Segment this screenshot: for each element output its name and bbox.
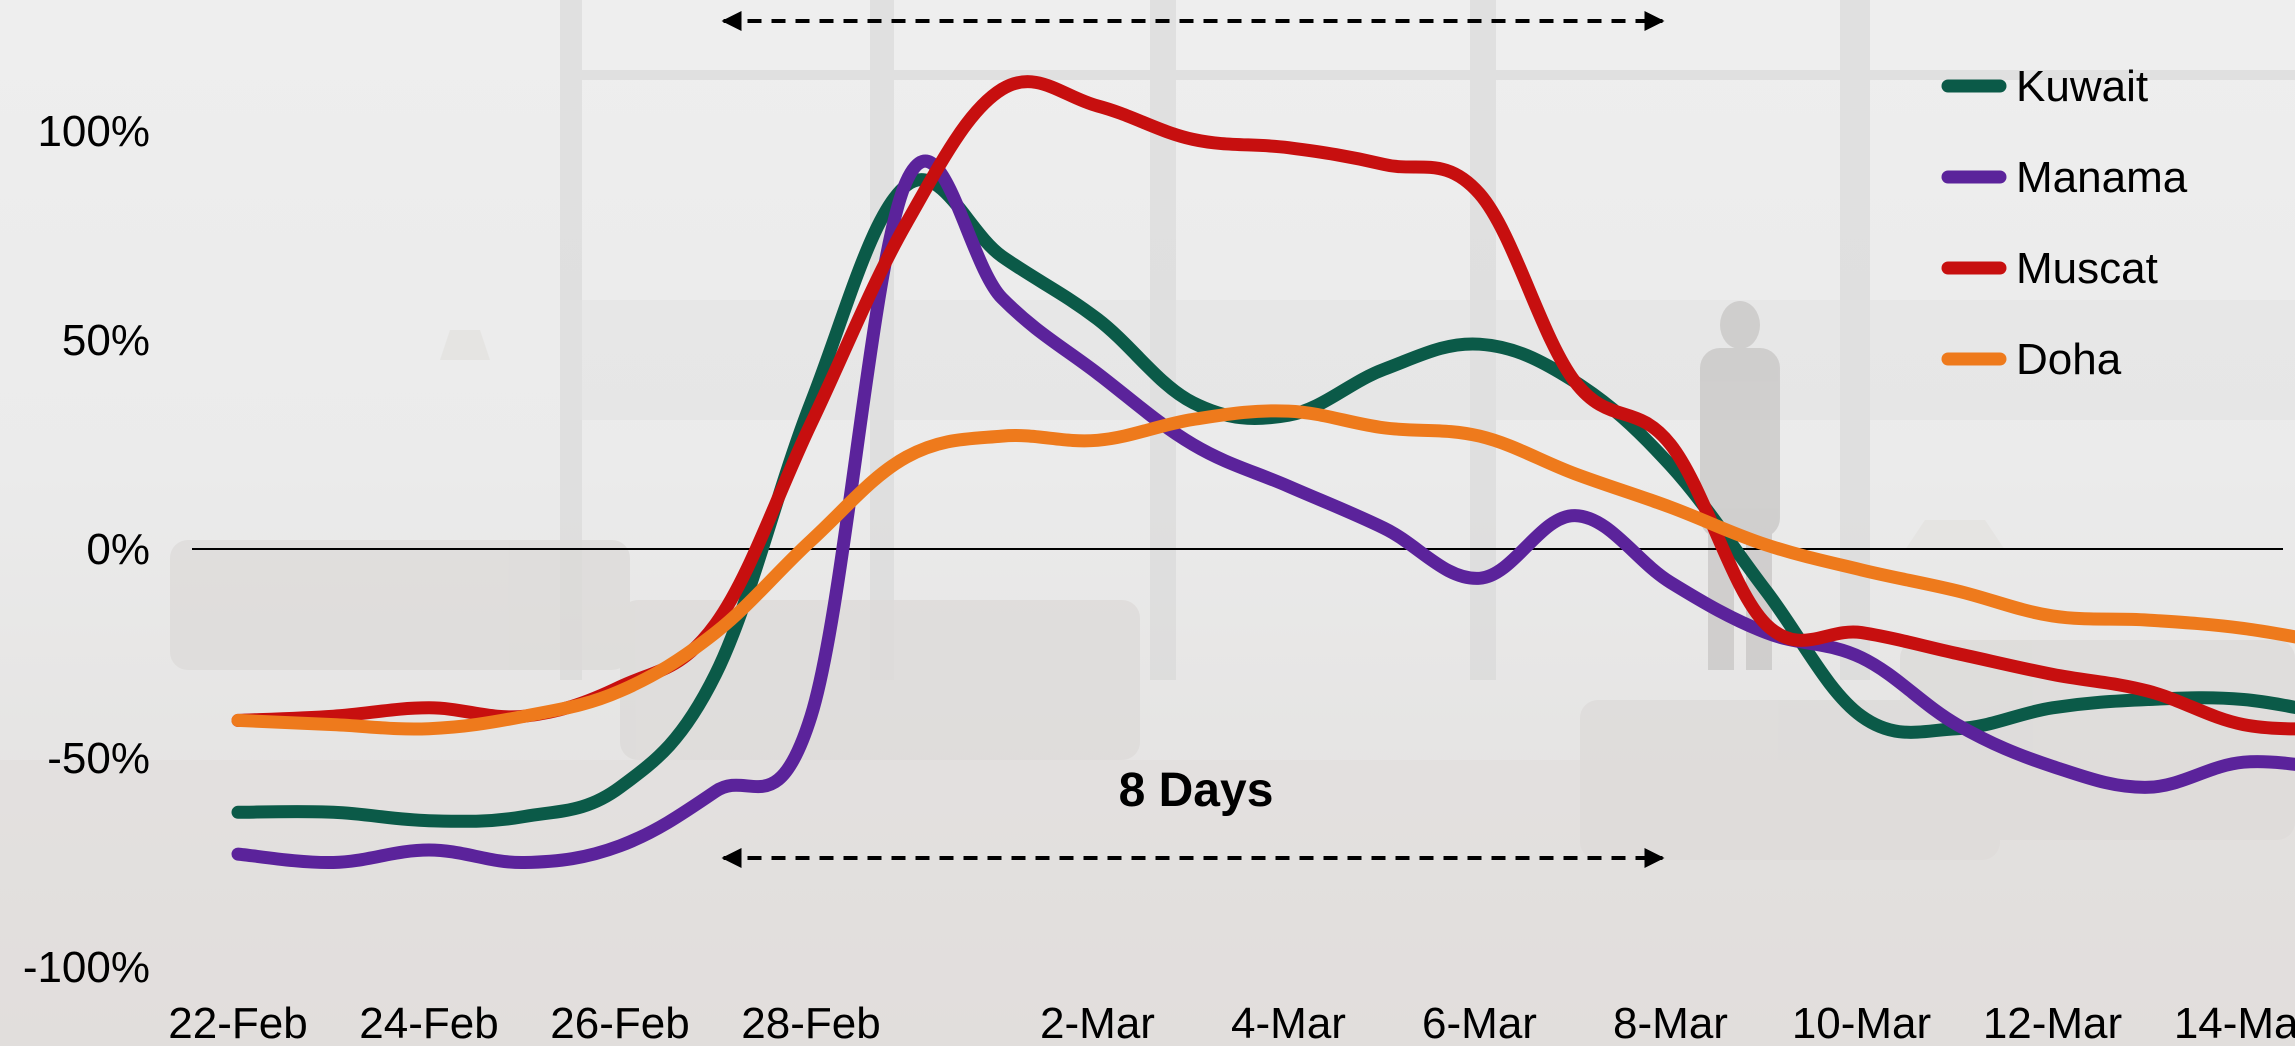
series-line-manama	[231, 154, 2295, 870]
x-tick-label: 22-Feb	[168, 999, 307, 1046]
y-axis: 100% 50% 0% -50% -100%	[23, 107, 150, 992]
x-tick-label: 4-Mar	[1231, 999, 1346, 1046]
legend-label-muscat: Muscat	[2016, 244, 2158, 293]
series-line-kuwait	[231, 173, 2295, 828]
x-tick-label: 6-Mar	[1422, 999, 1537, 1046]
y-tick-label: 0%	[86, 525, 150, 574]
series-lines	[231, 75, 2295, 870]
legend-label-manama: Manama	[2016, 153, 2188, 202]
x-tick-label: 26-Feb	[550, 999, 689, 1046]
x-tick-label: 8-Mar	[1613, 999, 1728, 1046]
legend: Kuwait Manama Muscat Doha	[1941, 62, 2188, 384]
series-line-doha	[231, 404, 2295, 736]
x-tick-label: 10-Mar	[1792, 999, 1931, 1046]
x-axis: 22-Feb 24-Feb 26-Feb 28-Feb 2-Mar 4-Mar 6-Mar 8…	[168, 999, 2295, 1046]
x-tick-label: 12-Mar	[1983, 999, 2122, 1046]
y-tick-label: 100%	[37, 107, 150, 156]
x-tick-label: 14-Mar	[2174, 999, 2295, 1046]
eight-days-annotation: 8 Days	[721, 11, 1665, 868]
y-tick-label: 50%	[62, 316, 150, 365]
x-tick-label: 2-Mar	[1040, 999, 1155, 1046]
legend-label-kuwait: Kuwait	[2016, 62, 2148, 111]
y-tick-label: -50%	[47, 734, 150, 783]
duration-label: 8 Days	[1119, 764, 1274, 817]
y-tick-label: -100%	[23, 943, 150, 992]
x-tick-label: 28-Feb	[741, 999, 880, 1046]
x-tick-label: 24-Feb	[359, 999, 498, 1046]
legend-label-doha: Doha	[2016, 335, 2122, 384]
